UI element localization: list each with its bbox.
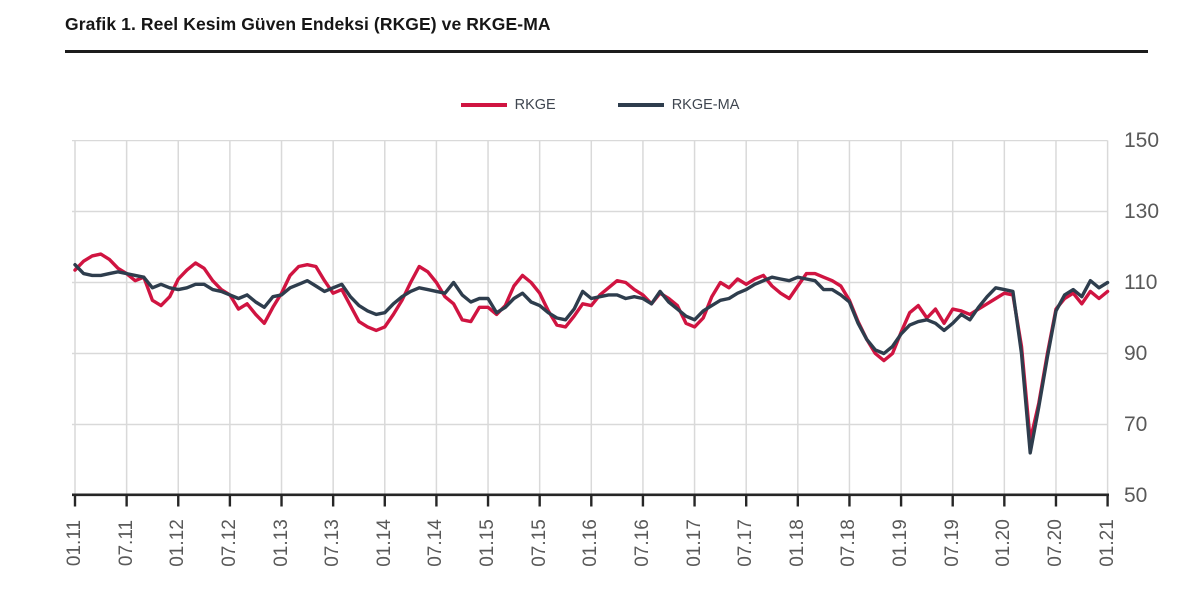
- x-tick-label-07.18: 07.18: [838, 519, 860, 567]
- x-tick-label-07.14: 07.14: [425, 519, 447, 567]
- x-tick-label-07.11: 07.11: [115, 519, 137, 567]
- x-tick-label-07.12: 07.12: [218, 519, 240, 567]
- x-tick-label-01.17: 01.17: [683, 519, 705, 567]
- y-tick-label-70: 70: [1124, 412, 1148, 436]
- x-tick-label-07.19: 07.19: [941, 519, 963, 567]
- x-tick-label-01.11: 01.11: [64, 519, 85, 567]
- x-tick-label-01.13: 01.13: [270, 519, 292, 567]
- chart-legend: RKGE RKGE-MA: [0, 94, 1200, 116]
- x-tick-label-01.14: 01.14: [373, 519, 395, 567]
- legend-line-swatch-rkge-ma: [617, 103, 664, 107]
- y-tick-label-90: 90: [1124, 341, 1148, 365]
- x-tick-label-01.19: 01.19: [890, 519, 912, 567]
- chart-title: Grafik 1. Reel Kesim Güven Endeksi (RKGE…: [65, 14, 551, 34]
- x-tick-label-07.15: 07.15: [528, 519, 550, 567]
- y-tick-label-130: 130: [1124, 199, 1160, 223]
- y-tick-label-50: 50: [1124, 483, 1148, 507]
- legend-item-rkge-ma: RKGE-MA: [617, 97, 740, 113]
- x-tick-label-07.13: 07.13: [322, 519, 344, 567]
- x-tick-label-01.20: 01.20: [993, 519, 1015, 567]
- x-tick-label-01.21: 01.21: [1096, 519, 1118, 567]
- legend-line-swatch-rkge: [460, 103, 507, 107]
- x-tick-label-07.20: 07.20: [1044, 519, 1066, 567]
- chart-header: Grafik 1. Reel Kesim Güven Endeksi (RKGE…: [65, 14, 1148, 53]
- x-tick-label-07.16: 07.16: [631, 519, 653, 567]
- chart-plot-area: [72, 140, 1110, 508]
- x-tick-label-01.16: 01.16: [580, 519, 602, 567]
- series-line-rkge: [73, 252, 1110, 443]
- x-tick-label-07.17: 07.17: [735, 519, 757, 567]
- y-tick-label-150: 150: [1124, 128, 1160, 152]
- series-line-rkge-ma: [73, 262, 1110, 455]
- legend-label-rkge-ma: RKGE-MA: [671, 97, 740, 113]
- legend-item-rkge: RKGE: [460, 97, 556, 113]
- legend-label-rkge: RKGE: [514, 97, 556, 113]
- line-chart-canvas: [72, 140, 1110, 507]
- x-tick-label-01.12: 01.12: [167, 519, 189, 567]
- x-tick-label-01.15: 01.15: [477, 519, 499, 567]
- y-tick-label-110: 110: [1124, 270, 1158, 294]
- x-tick-label-01.18: 01.18: [786, 519, 808, 567]
